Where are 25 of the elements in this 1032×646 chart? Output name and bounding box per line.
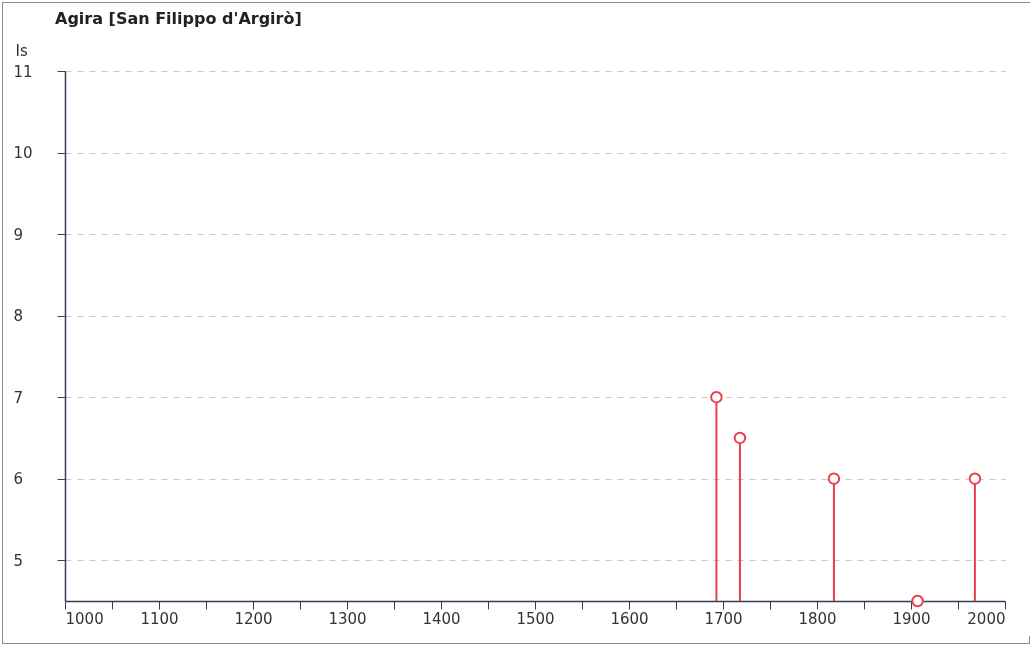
x-tick-label: 2000 xyxy=(967,609,1006,628)
x-tick-label: 1900 xyxy=(892,609,931,628)
x-tick-label: 1400 xyxy=(422,609,461,628)
y-tick-label: 9 xyxy=(13,225,24,244)
x-tick-label: 1700 xyxy=(704,609,743,628)
point xyxy=(911,594,924,608)
x-tick-label: 1100 xyxy=(140,609,179,628)
x-tick-label: 1500 xyxy=(516,609,555,628)
x-tick-label: 1800 xyxy=(798,609,837,628)
y-tick-label: 10 xyxy=(13,144,33,163)
point xyxy=(968,472,982,485)
chart-title: Agira [San Filippo d'Argirò] xyxy=(55,9,302,28)
y-tick-label: 6 xyxy=(13,470,24,489)
y-tick-label: 7 xyxy=(13,388,24,407)
point xyxy=(733,431,747,445)
x-tick-label: 1600 xyxy=(610,609,649,628)
y-tick-label: 8 xyxy=(13,307,24,326)
y-tick-label: 5 xyxy=(13,551,24,570)
x-tick-label: 1300 xyxy=(328,609,367,628)
x-tick-label: 1200 xyxy=(234,609,273,628)
y-tick-label: 11 xyxy=(13,62,33,81)
x-tick-label: 1000 xyxy=(65,609,104,628)
point xyxy=(827,472,841,485)
point xyxy=(710,390,723,404)
y-axis-title: Is xyxy=(15,41,28,60)
